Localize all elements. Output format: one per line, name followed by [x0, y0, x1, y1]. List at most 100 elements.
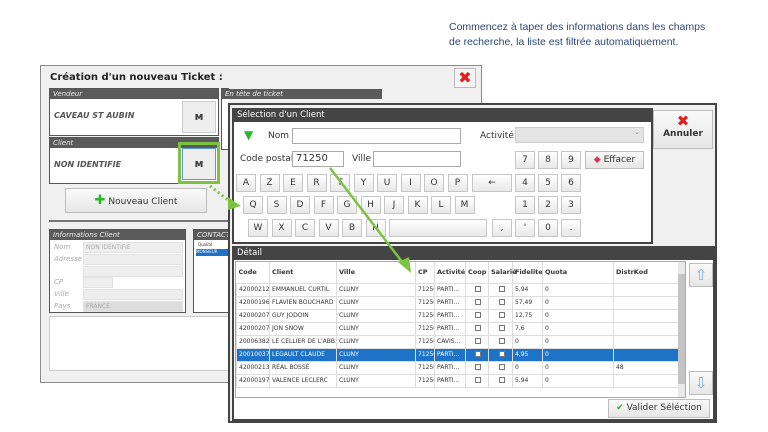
table-row[interactable]: 420002130RÉAL BOSSÉCLUNY71250PARTI...004… [236, 360, 679, 375]
key-o[interactable]: O [424, 174, 444, 192]
contact-row[interactable]: MONSIEUR [196, 249, 232, 256]
key-f[interactable]: F [313, 196, 334, 214]
key-y[interactable]: Y [353, 174, 374, 192]
key-s[interactable]: S [266, 196, 287, 214]
adresse-field[interactable] [83, 254, 183, 265]
table-row[interactable]: 420001968FLAVIEN BOUCHARDCLUNY71250PARTI… [236, 295, 679, 310]
annuler-button[interactable]: ✖ Annuler [653, 110, 713, 149]
key-k[interactable]: K [407, 196, 428, 214]
column-header[interactable]: Coop [465, 262, 489, 283]
scroll-down-button[interactable]: ⇩ [689, 371, 713, 395]
key-d[interactable]: D [290, 196, 310, 214]
checkbox[interactable] [475, 376, 481, 383]
column-header[interactable]: Client [269, 262, 337, 283]
key-w[interactable]: W [248, 219, 268, 237]
table-row[interactable]: 420002074JON SNOWCLUNY71250PARTI...7,60 [236, 321, 679, 336]
key-b[interactable]: B [342, 219, 362, 237]
numpad-key[interactable]: 9 [561, 151, 581, 169]
numpad-key[interactable]: 4 [515, 173, 535, 192]
cancel-x-icon: ✖ [676, 112, 690, 130]
numpad-key[interactable]: 1 [515, 196, 535, 215]
key-p[interactable]: P [447, 174, 468, 192]
checkbox[interactable] [498, 298, 505, 305]
table-row[interactable]: 420001972VALENCE LECLERCCLUNY71250PARTI.… [236, 373, 679, 388]
column-header[interactable]: CP [415, 262, 435, 283]
column-header[interactable]: Quota [542, 262, 614, 283]
search-client-button[interactable]: ᴍ [182, 148, 216, 180]
scroll-up-button[interactable]: ⇧ [689, 263, 713, 287]
scroll-thumb[interactable] [678, 274, 685, 384]
checkbox[interactable] [475, 298, 481, 305]
note-line: Commencez à taper des informations dans … [449, 21, 706, 33]
checkbox[interactable] [475, 285, 481, 292]
checkbox[interactable] [475, 363, 481, 370]
key-m[interactable]: M [454, 196, 475, 214]
backspace-key[interactable]: ← [472, 174, 512, 192]
numpad-key[interactable]: ' [515, 219, 535, 238]
key-z[interactable]: Z [259, 174, 280, 192]
activite-select[interactable]: ⌄ [515, 127, 644, 143]
nom-field[interactable]: NON IDENTIFIE [83, 242, 183, 253]
numpad-key[interactable]: . [561, 219, 581, 238]
numpad-key[interactable]: 3 [561, 196, 581, 215]
key-u[interactable]: U [377, 174, 397, 192]
key-e[interactable]: E [283, 174, 303, 192]
numpad-key[interactable]: 6 [561, 173, 581, 192]
arrow-up-icon: ⇧ [694, 266, 708, 284]
key-a[interactable]: A [236, 174, 256, 192]
cell-ville: CLUNY [336, 347, 416, 362]
key-l[interactable]: L [431, 196, 451, 214]
column-header[interactable]: Ville [336, 262, 416, 283]
ville-input[interactable] [373, 151, 461, 167]
nom-input[interactable] [292, 128, 461, 144]
numpad-key[interactable]: 7 [515, 151, 535, 169]
checkbox[interactable] [498, 285, 505, 292]
client-selection-dialog: Sélection d'un Client ▼ Nom Activité ⌄ C… [228, 103, 717, 423]
search-vendeur-button[interactable]: ᴍ [182, 101, 216, 133]
checkbox[interactable] [475, 350, 481, 357]
checkbox[interactable] [475, 311, 481, 318]
key-c[interactable]: C [295, 219, 315, 237]
table-row[interactable]: 200100375LEGAULT CLAUDECLUNY71250PARTI..… [236, 347, 679, 362]
table-row[interactable]: 420002075GUY JODOINCLUNY71250PARTI...12,… [236, 308, 679, 323]
key-j[interactable]: J [384, 196, 404, 214]
column-header[interactable]: Fidelite [512, 262, 543, 283]
numpad-key[interactable]: 0 [538, 219, 558, 238]
key-comma[interactable]: , [492, 219, 512, 237]
checkbox[interactable] [498, 311, 505, 318]
pays-select[interactable]: FRANCE [83, 301, 183, 312]
checkbox[interactable] [475, 337, 481, 344]
checkbox[interactable] [475, 324, 481, 331]
key-x[interactable]: X [271, 219, 292, 237]
numpad-key[interactable]: 5 [538, 173, 558, 192]
key-r[interactable]: R [306, 174, 327, 192]
key-g[interactable]: G [337, 196, 357, 214]
checkbox[interactable] [498, 324, 505, 331]
cp-field[interactable] [83, 277, 113, 288]
button-label: Valider Séléction [626, 403, 702, 413]
numpad-key[interactable]: 8 [538, 151, 558, 169]
ville-field[interactable] [83, 289, 183, 300]
key-h[interactable]: H [360, 196, 381, 214]
scrollbar[interactable] [678, 262, 685, 397]
effacer-button[interactable]: ◆ Effacer [585, 151, 644, 169]
key-v[interactable]: V [318, 219, 339, 237]
key-i[interactable]: I [400, 174, 421, 192]
key-q[interactable]: Q [243, 196, 263, 214]
client-table: Code Client Ville CP Activité Coop Salarié Fide… [235, 261, 686, 398]
valider-button[interactable]: ✔ Valider Séléction [608, 399, 710, 418]
column-header[interactable]: Activité [434, 262, 466, 283]
checkbox[interactable] [498, 376, 505, 383]
checkbox[interactable] [498, 350, 505, 357]
column-header[interactable]: Code [236, 262, 270, 283]
numpad-key[interactable]: 2 [538, 196, 558, 215]
cell-salarié [488, 334, 513, 349]
checkbox[interactable] [498, 337, 505, 344]
adresse2-field[interactable] [83, 266, 183, 277]
space-key[interactable] [389, 219, 487, 237]
column-header[interactable]: Salarié [488, 262, 517, 283]
checkbox[interactable] [498, 363, 505, 370]
nouveau-client-button[interactable]: ✚ Nouveau Client [65, 188, 207, 213]
close-button[interactable]: ✖ [454, 68, 476, 88]
cp-input[interactable]: 71250 [292, 151, 344, 167]
